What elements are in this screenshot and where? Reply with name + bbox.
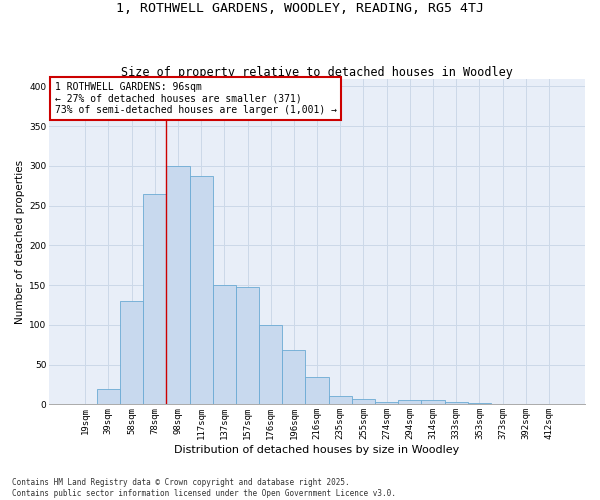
Bar xyxy=(375,402,398,404)
Bar xyxy=(190,176,213,404)
Bar xyxy=(329,396,352,404)
Bar xyxy=(166,166,190,404)
Bar xyxy=(421,400,445,404)
Bar xyxy=(236,287,259,405)
Bar xyxy=(305,376,329,404)
Title: Size of property relative to detached houses in Woodley: Size of property relative to detached ho… xyxy=(121,66,513,78)
Text: Contains HM Land Registry data © Crown copyright and database right 2025.
Contai: Contains HM Land Registry data © Crown c… xyxy=(12,478,396,498)
X-axis label: Distribution of detached houses by size in Woodley: Distribution of detached houses by size … xyxy=(175,445,460,455)
Bar xyxy=(352,399,375,404)
Text: 1 ROTHWELL GARDENS: 96sqm
← 27% of detached houses are smaller (371)
73% of semi: 1 ROTHWELL GARDENS: 96sqm ← 27% of detac… xyxy=(55,82,337,115)
Text: 1, ROTHWELL GARDENS, WOODLEY, READING, RG5 4TJ: 1, ROTHWELL GARDENS, WOODLEY, READING, R… xyxy=(116,2,484,16)
Bar xyxy=(120,301,143,405)
Bar xyxy=(97,388,120,404)
Y-axis label: Number of detached properties: Number of detached properties xyxy=(15,160,25,324)
Bar xyxy=(398,400,421,404)
Bar xyxy=(283,350,305,405)
Bar xyxy=(143,194,166,404)
Bar xyxy=(259,325,283,404)
Bar xyxy=(468,403,491,404)
Bar xyxy=(445,402,468,404)
Bar xyxy=(213,285,236,405)
